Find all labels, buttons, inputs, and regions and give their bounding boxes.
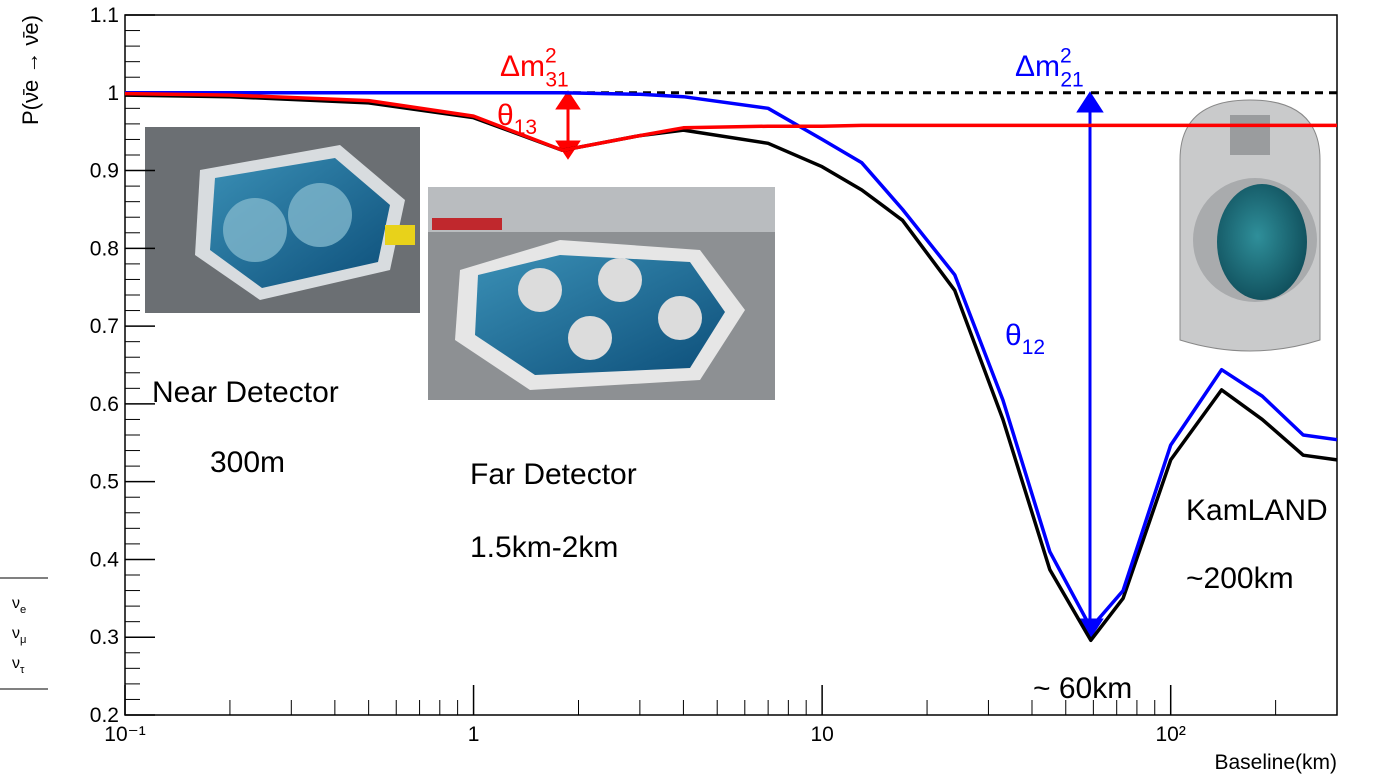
y-tick-label: 0.7: [90, 315, 119, 338]
annotation-sup: 2: [1060, 45, 1072, 68]
annotation-text: ~200km: [1186, 562, 1294, 595]
annotation-sub: 13: [514, 116, 537, 139]
y-axis-label: P(ν̄e → ν̄e): [18, 15, 43, 125]
y-tick-label: 1.1: [90, 4, 119, 27]
annotation-text: 300m: [210, 446, 285, 479]
annotation: 1.5km-2km: [470, 531, 618, 564]
annotation-text: θ: [1005, 319, 1022, 352]
x-axis-label: Baseline(km): [1214, 751, 1337, 774]
annotation: ~ 60km: [1033, 672, 1132, 705]
flavor-label-sub: τ: [20, 664, 25, 676]
x-tick-label: 10⁻¹: [104, 723, 145, 746]
x-tick-label: 10²: [1156, 723, 1186, 746]
annotation: θ13: [497, 99, 537, 139]
chart: 0.20.30.40.50.60.70.80.911.110⁻¹11010²Ba…: [0, 0, 1386, 779]
annotation-text: KamLAND: [1186, 494, 1328, 527]
annotation-text: ~ 60km: [1033, 672, 1132, 705]
y-tick-label: 0.6: [90, 393, 119, 416]
x-tick-label: 10: [810, 723, 833, 746]
flavor-label-text: ν: [12, 625, 20, 642]
annotation-sub: 31: [545, 69, 568, 92]
annotation: ~200km: [1186, 562, 1294, 595]
annotation-text: Δm: [500, 50, 545, 83]
annotation: KamLAND: [1186, 494, 1328, 527]
delta-m21-arrow: [1079, 94, 1101, 637]
annotation: 300m: [210, 446, 285, 479]
annotation-text: Near Detector: [152, 376, 339, 409]
annotation-sup: 2: [545, 45, 557, 68]
flavor-label: ντ: [12, 655, 25, 676]
x-tick-label: 1: [468, 723, 480, 746]
annotation-text: Δm: [1015, 50, 1060, 83]
flavor-label-sub: μ: [20, 634, 26, 646]
far-detector-photo: [428, 187, 775, 400]
annotation: Near Detector: [152, 376, 339, 409]
y-tick-label: 0.4: [90, 548, 120, 571]
annotation-sub: 21: [1060, 69, 1083, 92]
y-tick-label: 0.3: [90, 626, 119, 649]
kamland-photo: [1180, 100, 1320, 351]
annotation: θ12: [1005, 319, 1045, 359]
annotation-sub: 12: [1022, 336, 1045, 359]
flavor-label-text: ν: [12, 655, 20, 672]
y-tick-label: 0.5: [90, 471, 119, 494]
near-detector-photo: [145, 127, 420, 313]
y-tick-label: 0.9: [90, 160, 119, 183]
y-tick-label: 1: [107, 82, 119, 105]
annotation-text: 1.5km-2km: [470, 531, 618, 564]
flavor-label-sub: e: [20, 604, 26, 616]
flavor-label: νμ: [12, 625, 26, 646]
y-tick-label: 0.8: [90, 237, 119, 260]
annotation-text: Far Detector: [470, 458, 637, 491]
flavor-label: νe: [12, 595, 26, 616]
annotation: Far Detector: [470, 458, 637, 491]
annotation-text: θ: [497, 99, 514, 132]
flavor-label-text: ν: [12, 595, 20, 612]
